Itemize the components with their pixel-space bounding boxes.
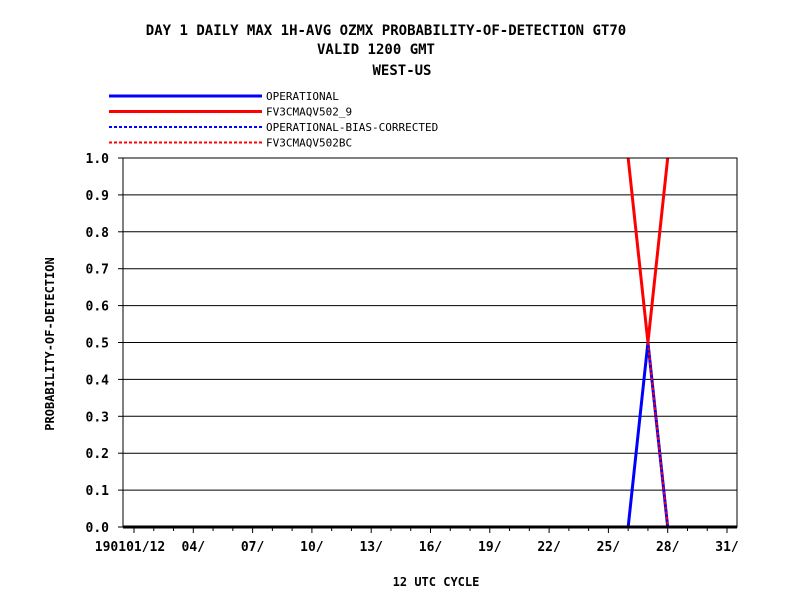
y-tick-label: 0.5	[86, 337, 109, 352]
y-tick-label: 0.0	[86, 521, 110, 536]
y-tick-label: 0.7	[86, 263, 109, 278]
y-tick-label: 0.1	[86, 484, 110, 499]
y-axis-label: PROBABILITY-OF-DETECTION	[43, 257, 57, 430]
chart-title-line-2: VALID 1200 GMT	[317, 42, 435, 58]
x-axis-label: 12 UTC CYCLE	[393, 575, 480, 589]
x-axis-ticks: 190101/12 04/07/10/13/16/19/22/25/28/31/	[95, 525, 739, 555]
series-line-1	[626, 157, 670, 343]
y-tick-label: 0.6	[86, 300, 110, 315]
y-tick-label: 0.3	[86, 410, 109, 425]
x-tick-label: 22/	[537, 540, 561, 555]
x-tick-label: 13/	[359, 540, 383, 555]
y-tick-label: 0.9	[86, 189, 109, 204]
legend-label: FV3CMAQV502BC	[266, 137, 352, 150]
y-axis-ticks: 0.0 0.1 0.2 0.3 0.4 0.5 0.6 0.7 0.8 0.9 1.0	[86, 152, 123, 536]
legend-label: FV3CMAQV502_9	[266, 106, 352, 119]
x-tick-label: 25/	[597, 540, 621, 555]
series-line-0	[626, 342, 670, 528]
x-tick-label: 16/	[419, 540, 443, 555]
x-tick-label: 19/	[478, 540, 502, 555]
y-tick-label: 0.2	[86, 447, 109, 462]
series-line-3	[646, 342, 669, 528]
chart-title-line-3: WEST-US	[372, 63, 431, 79]
chart-title-line-1: DAY 1 DAILY MAX 1H-AVG OZMX PROBABILITY-…	[146, 23, 626, 39]
x-tick-label: 07/	[241, 540, 265, 555]
legend-label: OPERATIONAL-BIAS-CORRECTED	[266, 121, 438, 134]
legend-label: OPERATIONAL	[266, 90, 339, 103]
series-lines	[626, 157, 670, 528]
legend: OPERATIONAL FV3CMAQV502_9 OPERATIONAL-BIAS…	[109, 90, 438, 150]
x-tick-label: 10/	[300, 540, 324, 555]
y-tick-label: 0.4	[86, 373, 110, 388]
x-tick-label: 04/	[182, 540, 206, 555]
x-tick-label: 31/	[715, 540, 739, 555]
y-tick-label: 0.8	[86, 226, 110, 241]
y-tick-label: 1.0	[86, 152, 110, 167]
x-tick-label: 28/	[656, 540, 680, 555]
x-tick-label: 190101/12	[95, 540, 165, 555]
